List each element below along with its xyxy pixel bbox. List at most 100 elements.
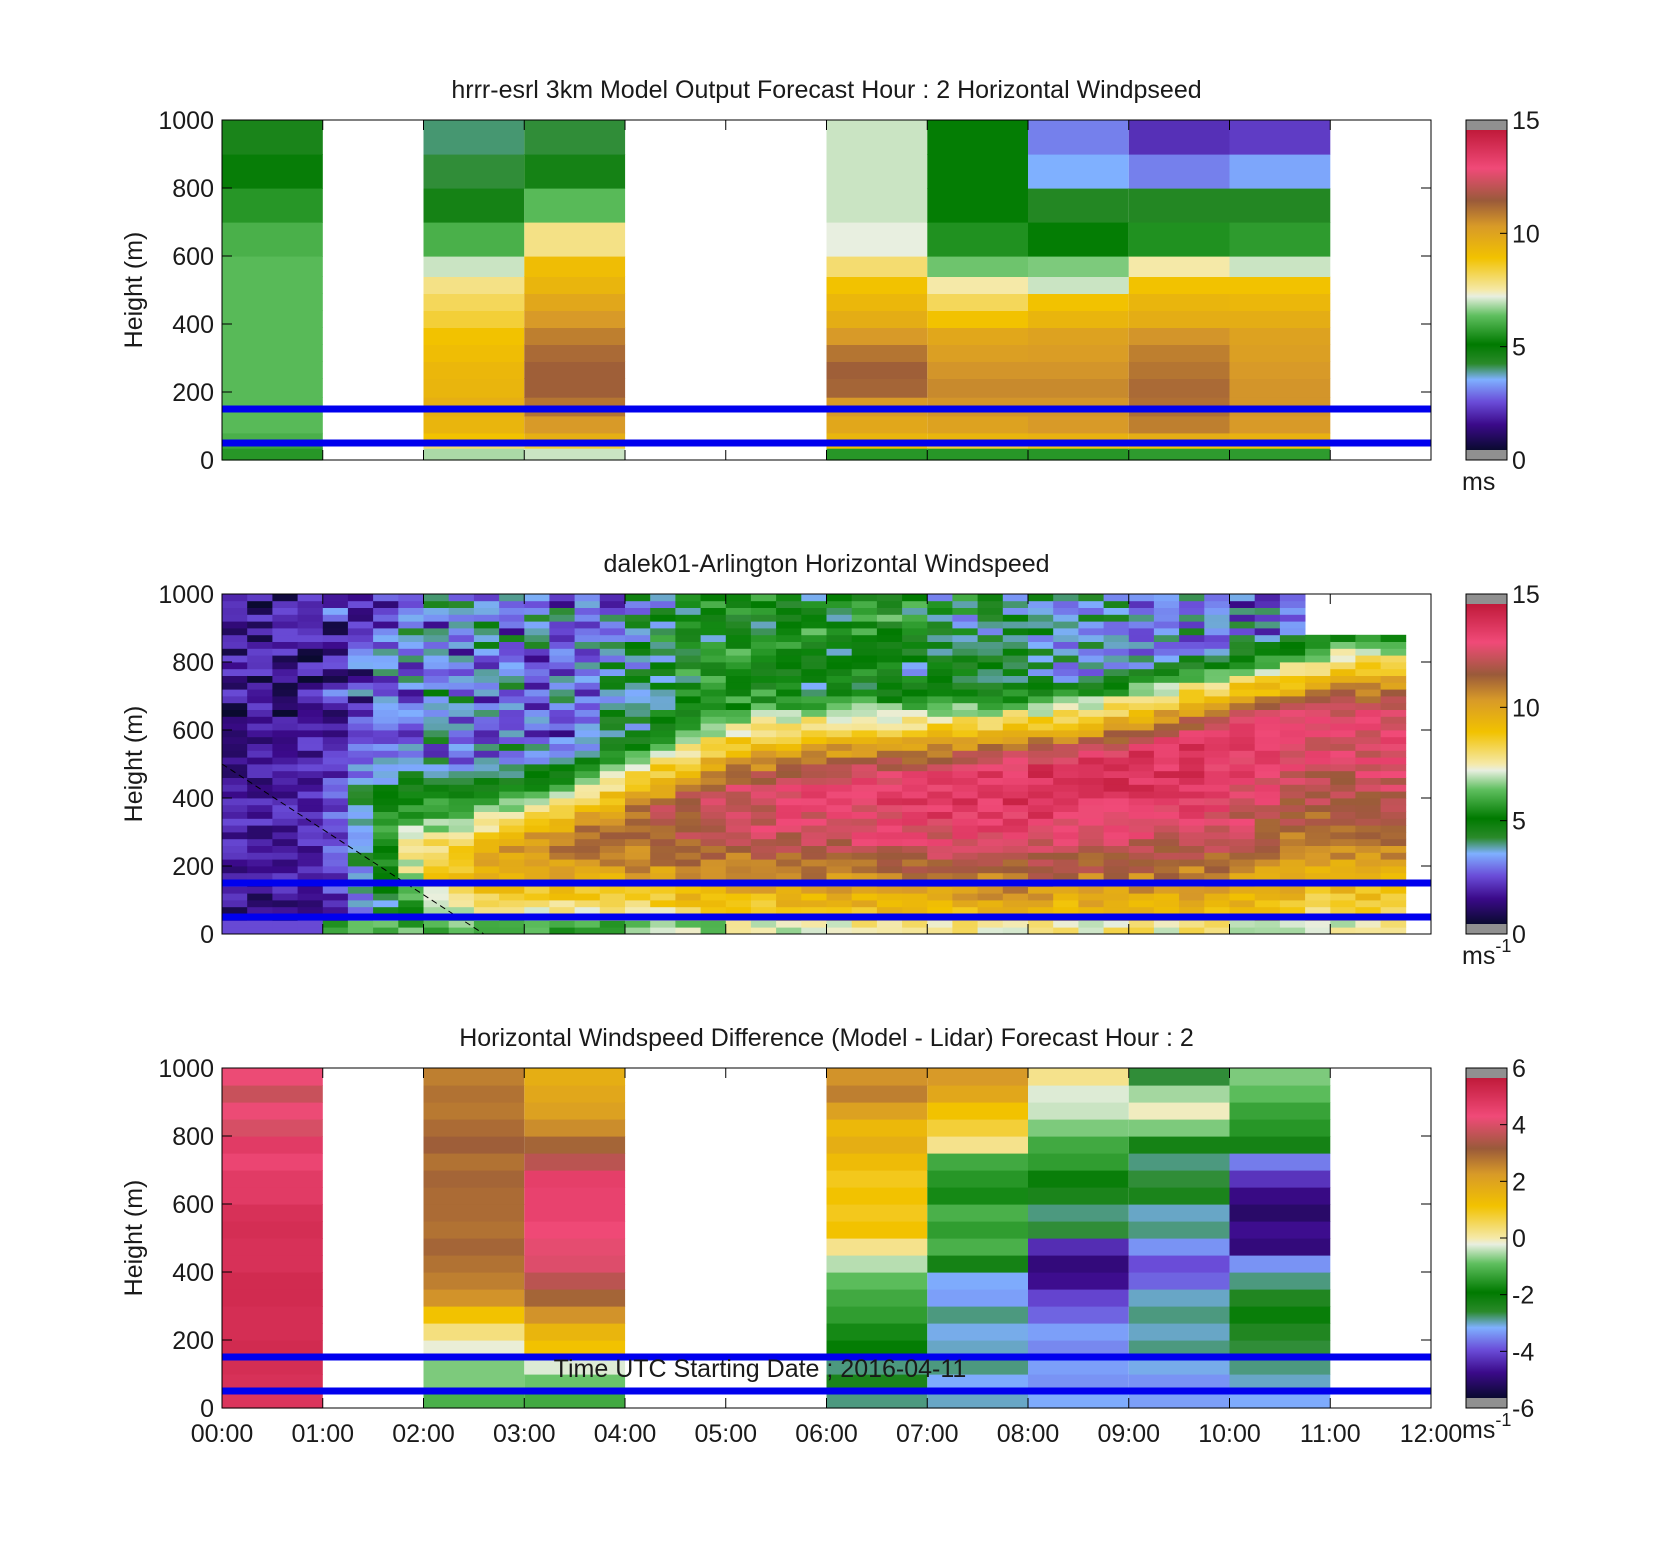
heatmap-cell [700,927,727,935]
heatmap-cell [373,634,399,642]
heatmap-cell [524,1068,626,1086]
heatmap-cell [599,709,626,717]
heatmap-cell [473,852,500,860]
heatmap-cell [1279,770,1306,778]
heatmap-cell [423,293,525,311]
heatmap-cell [1355,668,1381,676]
heatmap-cell [272,709,298,717]
heatmap-cell [322,641,349,649]
heatmap-cell [574,662,601,670]
heatmap-cell [1078,791,1104,799]
heatmap-cell [851,730,878,738]
heatmap-cell [625,852,651,860]
heatmap-cell [1305,634,1331,642]
heatmap-cell [1128,811,1155,819]
heatmap-cell [952,641,978,649]
heatmap-cell [750,798,777,806]
heatmap-cell [272,866,298,874]
heatmap-cell [927,750,953,758]
heatmap-cell [423,327,525,345]
heatmap-cell [826,906,853,914]
heatmap-cell [272,634,298,642]
heatmap-cell [473,648,500,656]
heatmap-cell [801,648,827,656]
heatmap-cell [448,832,475,840]
heatmap-cell [524,770,550,778]
heatmap-cell [977,886,1004,894]
heatmap-cell [927,600,953,608]
heatmap-cell [1254,920,1281,928]
colorbar-tick-label: 4 [1512,1112,1526,1140]
heatmap-cell [851,594,878,602]
heatmap-cell [1128,668,1155,676]
heatmap-cell [423,1306,525,1324]
heatmap-cell [1002,614,1029,622]
heatmap-cell [222,838,248,846]
heatmap-cell [1355,777,1381,785]
heatmap-cell [1128,594,1155,602]
heatmap-cell [222,1170,323,1188]
heatmap-cell [322,838,349,846]
heatmap-cell [599,893,626,901]
heatmap-cell [222,1085,323,1103]
heatmap-cell [1002,791,1029,799]
heatmap-cell [826,675,853,683]
heatmap-cell [423,641,450,649]
heatmap-cell [1078,804,1104,812]
heatmap-cell [851,832,878,840]
heatmap-cell [398,770,424,778]
heatmap-cell [977,832,1004,840]
heatmap-cell [1128,784,1155,792]
heatmap-cell [1028,764,1054,772]
heatmap-cell [272,757,298,765]
heatmap-cell [1002,852,1029,860]
heatmap-cell [347,791,374,799]
heatmap-cell [776,662,802,670]
heatmap-cell [1103,716,1130,724]
heatmap-cell [574,716,601,724]
heatmap-cell [1153,641,1180,649]
heatmap-cell [398,750,424,758]
heatmap-cell [1028,448,1129,461]
heatmap-cell [1229,662,1256,670]
heatmap-cell [347,628,374,636]
heatmap-cell [1330,743,1356,751]
heatmap-cell [1153,784,1180,792]
heatmap-cell [1179,723,1205,731]
heatmap-cell [599,852,626,860]
heatmap-cell [549,791,575,799]
heatmap-cell [222,702,248,710]
heatmap-cell [1053,689,1079,697]
heatmap-cell [625,838,651,846]
heatmap-cell [1330,702,1356,710]
heatmap-cell [549,798,575,806]
heatmap-cell [902,804,928,812]
heatmap-cell [876,920,903,928]
heatmap-cell [1053,886,1079,894]
heatmap-cell [347,872,374,880]
heatmap-cell [1305,777,1331,785]
heatmap-cell [574,886,601,894]
heatmap-cell [1103,845,1130,853]
x-tick-label: 11:00 [1300,1420,1361,1448]
heatmap-cell [1229,1391,1331,1409]
heatmap-cell [675,750,701,758]
heatmap-cell [675,832,701,840]
heatmap-cell [574,607,601,615]
heatmap-cell [1229,770,1256,778]
heatmap-cell [700,689,727,697]
heatmap-cell [499,900,525,908]
heatmap-cell [297,743,324,751]
heatmap-cell [750,900,777,908]
heatmap-cell [1355,757,1381,765]
heatmap-cell [1028,736,1054,744]
heatmap-cell [1330,662,1356,670]
heatmap-cell [1380,655,1407,663]
heatmap-cell [1002,662,1029,670]
heatmap-cell [599,662,626,670]
heatmap-cell [1078,764,1104,772]
heatmap-cell [247,798,273,806]
heatmap-cell [1078,743,1104,751]
heatmap-cell [851,723,878,731]
